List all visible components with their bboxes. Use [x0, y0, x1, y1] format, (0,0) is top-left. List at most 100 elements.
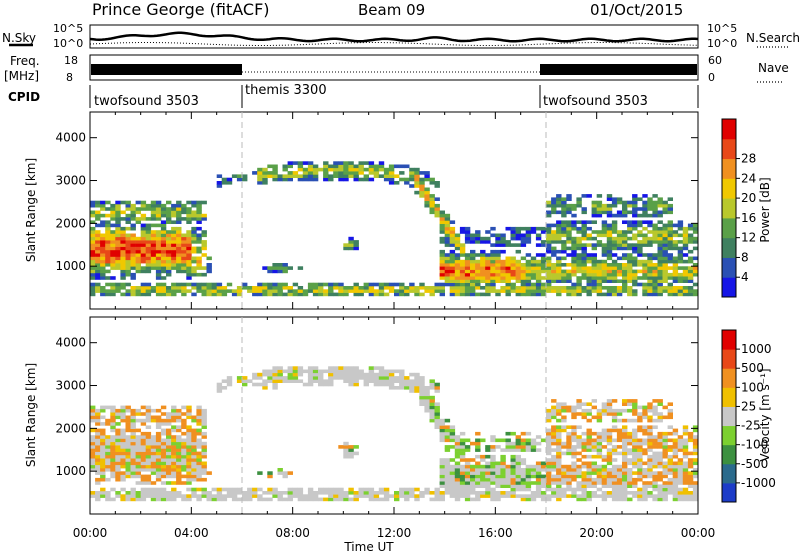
range-cell	[176, 468, 182, 472]
range-cell	[464, 471, 471, 475]
range-cell	[125, 236, 131, 241]
range-cell	[140, 200, 147, 205]
range-cell	[176, 477, 182, 482]
range-cell	[657, 438, 663, 443]
range-cell	[692, 223, 699, 228]
range-cell	[632, 399, 638, 403]
range-cell	[606, 194, 613, 198]
range-cell	[90, 491, 96, 495]
range-cell	[657, 230, 663, 234]
range-cell	[682, 266, 689, 270]
range-cell	[459, 484, 466, 488]
range-cell	[657, 464, 663, 469]
range-cell	[622, 464, 628, 469]
range-cell	[166, 464, 172, 469]
range-cell	[171, 491, 177, 495]
range-cell	[444, 263, 451, 267]
range-cell	[100, 203, 106, 208]
range-cell	[439, 220, 445, 224]
range-cell	[181, 451, 187, 456]
range-cell	[622, 481, 628, 485]
range-cell	[485, 279, 491, 283]
range-cell	[525, 230, 532, 234]
range-cell	[201, 491, 207, 495]
range-cell	[166, 412, 172, 416]
range-cell	[556, 408, 562, 413]
range-cell	[287, 286, 293, 290]
range-cell	[662, 246, 668, 251]
range-cell	[120, 448, 126, 452]
range-cell	[677, 246, 684, 251]
range-cell	[591, 259, 597, 264]
range-cell	[145, 494, 152, 498]
range-cell	[581, 249, 587, 254]
range-cell	[672, 286, 679, 290]
range-cell	[302, 497, 309, 502]
range-cell	[596, 207, 603, 211]
range-cell	[632, 282, 638, 287]
range-cell	[115, 441, 121, 446]
range-cell	[647, 266, 653, 270]
range-cell	[581, 431, 587, 436]
range-cell	[95, 418, 101, 423]
range-cell	[449, 464, 456, 469]
colorbar-swatch	[722, 425, 736, 446]
range-cell	[282, 164, 288, 169]
range-cell	[399, 491, 405, 495]
range-cell	[160, 246, 167, 251]
range-cell	[475, 240, 481, 244]
range-cell	[535, 464, 542, 469]
range-cell	[399, 494, 405, 498]
range-cell	[383, 167, 390, 172]
range-cell	[535, 487, 542, 492]
range-cell	[470, 468, 476, 472]
range-cell	[110, 233, 116, 238]
range-cell	[282, 177, 288, 182]
range-cell	[647, 494, 653, 498]
range-cell	[556, 259, 562, 264]
range-cell	[191, 256, 197, 261]
range-cell	[196, 474, 202, 479]
range-cell	[662, 236, 668, 241]
range-cell	[657, 276, 663, 280]
range-cell	[692, 269, 699, 274]
range-cell	[181, 236, 187, 241]
range-cell	[221, 286, 228, 290]
range-cell	[490, 491, 496, 495]
range-cell	[140, 203, 147, 208]
range-cell	[551, 487, 557, 492]
colorbar-swatch	[722, 277, 736, 298]
y-tick-label: 1000	[55, 464, 86, 478]
range-cell	[429, 200, 435, 205]
range-cell	[150, 491, 157, 495]
range-cell	[394, 292, 400, 297]
range-cell	[692, 484, 699, 488]
range-cell	[490, 474, 496, 479]
range-cell	[323, 177, 329, 182]
range-cell	[419, 184, 425, 188]
range-cell	[677, 468, 684, 472]
range-cell	[652, 269, 658, 274]
range-cell	[140, 431, 147, 436]
range-cell	[145, 415, 152, 420]
range-cell	[333, 376, 339, 380]
range-cell	[196, 405, 202, 410]
range-cell	[373, 366, 380, 370]
range-cell	[338, 286, 344, 290]
range-cell	[166, 263, 172, 267]
range-cell	[667, 454, 673, 459]
range-cell	[616, 230, 623, 234]
range-cell	[176, 246, 182, 251]
range-cell	[373, 171, 380, 175]
range-cell	[297, 379, 304, 383]
range-cell	[343, 445, 349, 449]
range-cell	[120, 272, 126, 277]
range-cell	[672, 491, 679, 495]
range-cell	[196, 422, 202, 426]
range-cell	[110, 445, 116, 449]
range-cell	[429, 210, 435, 215]
range-cell	[500, 266, 506, 270]
range-cell	[100, 236, 106, 241]
range-cell	[525, 233, 532, 238]
